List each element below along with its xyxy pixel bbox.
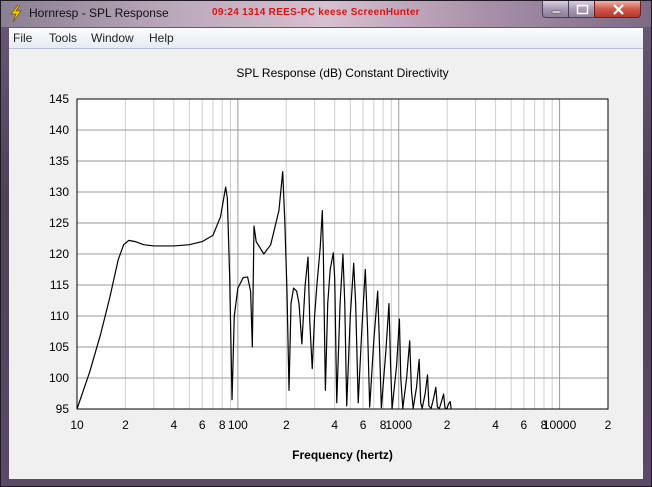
x-tick-label: 2 bbox=[605, 418, 612, 432]
y-tick-label: 110 bbox=[50, 309, 69, 323]
x-tick-label: 100 bbox=[228, 418, 248, 432]
title-bar[interactable]: Hornresp - SPL Response 09:24 1314 REES-… bbox=[1, 1, 651, 27]
minimize-icon bbox=[551, 10, 562, 14]
y-tick-label: 135 bbox=[49, 154, 69, 168]
x-tick-label: 2 bbox=[122, 418, 129, 432]
plot-frame bbox=[76, 98, 609, 410]
x-axis-label: Frequency (hertz) bbox=[292, 448, 393, 462]
close-icon bbox=[613, 4, 624, 15]
x-tick-label: 4 bbox=[331, 418, 338, 432]
screen-capture-watermark: 09:24 1314 REES-PC keese ScreenHunter bbox=[212, 7, 420, 18]
y-tick-label: 140 bbox=[49, 123, 69, 137]
chart-title: SPL Response (dB) Constant Directivity bbox=[236, 66, 448, 80]
x-tick-label: 2 bbox=[283, 418, 290, 432]
x-tick-label: 10000 bbox=[543, 418, 577, 432]
x-tick-label: 1000 bbox=[385, 418, 412, 432]
spl-response-line bbox=[76, 170, 452, 410]
minimize-button[interactable] bbox=[542, 1, 569, 18]
y-tick-label: 120 bbox=[49, 247, 69, 261]
x-tick-label: 4 bbox=[171, 418, 178, 432]
menu-window[interactable]: Window bbox=[91, 31, 134, 45]
y-tick-label: 145 bbox=[49, 92, 69, 106]
x-tick-label: 6 bbox=[199, 418, 206, 432]
x-tick-label: 10 bbox=[70, 418, 84, 432]
menu-tools[interactable]: Tools bbox=[49, 31, 78, 45]
window-title: Hornresp - SPL Response bbox=[29, 6, 169, 20]
close-button[interactable] bbox=[594, 1, 641, 18]
maximize-button[interactable] bbox=[568, 1, 595, 18]
menu-bar: File Tools Window Help bbox=[9, 28, 643, 49]
y-tick-label: 105 bbox=[49, 340, 69, 354]
x-tick-label: 8 bbox=[541, 418, 548, 432]
y-tick-label: 130 bbox=[49, 185, 69, 199]
lightning-icon bbox=[10, 5, 22, 22]
menu-file[interactable]: File bbox=[13, 31, 33, 45]
maximize-icon bbox=[576, 4, 589, 15]
x-tick-label: 8 bbox=[380, 418, 387, 432]
x-tick-label: 6 bbox=[521, 418, 528, 432]
y-tick-label: 95 bbox=[56, 402, 70, 416]
x-tick-label: 8 bbox=[219, 418, 226, 432]
x-tick-label: 6 bbox=[360, 418, 367, 432]
chart-panel: 145 140 135 130 125 120 115 110 105 100 95 10 2 4 6 8 10… bbox=[9, 49, 643, 479]
x-tick-label: 2 bbox=[444, 418, 451, 432]
menu-help[interactable]: Help bbox=[149, 31, 174, 45]
y-tick-label: 100 bbox=[49, 371, 69, 385]
y-tick-label: 115 bbox=[50, 278, 69, 292]
x-tick-label: 4 bbox=[492, 418, 499, 432]
y-tick-label: 125 bbox=[49, 216, 69, 230]
